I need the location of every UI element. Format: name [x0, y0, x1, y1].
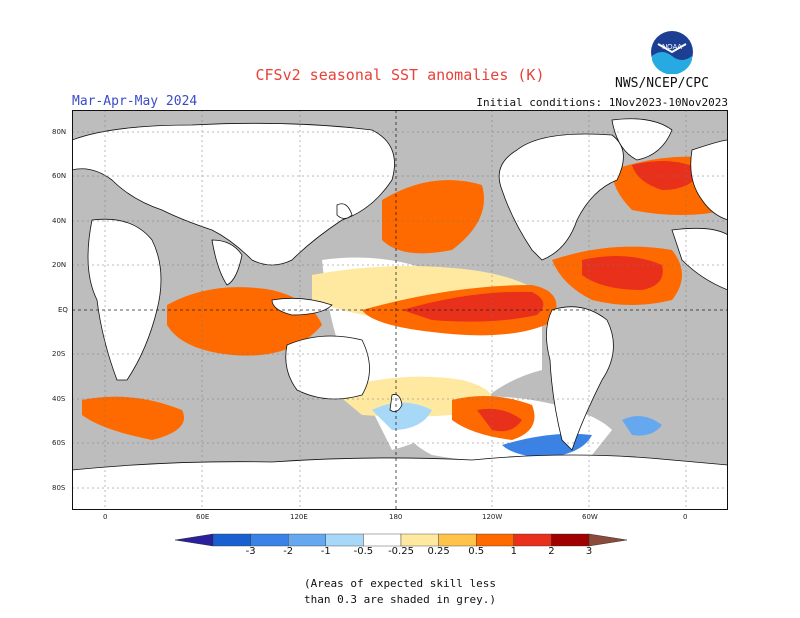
colorbar-label: 1: [510, 546, 517, 557]
colorbar-label: -2: [283, 546, 294, 557]
colorbar: [175, 533, 627, 547]
colorbar-label: -1: [320, 546, 331, 557]
anomaly-orange-north-pacific: [382, 180, 484, 254]
colorbar-label: 0.25: [427, 546, 450, 557]
colorbar-extend-high: [588, 533, 627, 547]
greenland: [611, 118, 673, 161]
skill-note-line1: (Areas of expected skill less: [303, 577, 497, 590]
colorbar-segment: [438, 533, 477, 547]
skill-note: (Areas of expected skill less than 0.3 a…: [0, 576, 800, 608]
colorbar-label: -0.5: [353, 546, 374, 557]
anomaly-lightblue-south: [372, 402, 432, 430]
colorbar-segment: [250, 533, 289, 547]
indonesia: [271, 297, 333, 316]
anomaly-red-south-pacific: [477, 408, 522, 432]
continents: [72, 118, 728, 510]
colorbar-label: -3: [245, 546, 256, 557]
lat-label: 20S: [52, 350, 66, 358]
lon-label: 120E: [290, 513, 308, 521]
sst-anomaly-map: [72, 110, 728, 510]
colorbar-segment: [212, 533, 251, 547]
india: [211, 239, 243, 286]
anomaly-blue-south-atlantic: [622, 416, 662, 436]
japan: [336, 203, 353, 219]
lat-label: 60N: [52, 172, 67, 180]
australia: [285, 335, 370, 400]
colorbar-label: 0.5: [468, 546, 485, 557]
logo-text: NOAA: [662, 44, 682, 51]
anomaly-red-enso: [402, 291, 544, 322]
skill-note-line2: than 0.3 are shaded in grey.): [303, 593, 497, 606]
anomaly-red-north-atlantic: [632, 161, 702, 190]
africa: [87, 218, 162, 381]
lon-label: 0: [683, 513, 688, 521]
anomaly-red-atlantic: [582, 256, 663, 290]
antarctica: [72, 454, 728, 510]
eurasia: [72, 122, 395, 266]
colorbar-segment: [513, 533, 552, 547]
lat-label: 60S: [52, 439, 66, 447]
colorbar-segment: [287, 533, 326, 547]
map-frame: [72, 110, 728, 510]
south-america: [546, 306, 614, 451]
lat-label: EQ: [58, 306, 68, 314]
season-label: Mar-Apr-May 2024: [72, 94, 198, 109]
colorbar-segment: [476, 533, 515, 547]
north-america: [498, 133, 624, 261]
initial-conditions: Initial conditions: 1Nov2023-10Nov2023: [476, 96, 728, 109]
lat-label: 80S: [52, 484, 66, 492]
lon-label: 120W: [482, 513, 503, 521]
colorbar-label: -0.25: [388, 546, 414, 557]
lon-label: 60E: [196, 513, 210, 521]
anomaly-orange-southern-indian: [82, 396, 184, 440]
colorbar-extend-low: [175, 533, 214, 547]
agency-label: NWS/NCEP/CPC: [615, 76, 709, 91]
colorbar-segment: [400, 533, 439, 547]
lat-label: 20N: [52, 261, 67, 269]
map-title: CFSv2 seasonal SST anomalies (K): [255, 66, 545, 84]
lat-label: 40S: [52, 395, 66, 403]
colorbar-label: 3: [585, 546, 593, 557]
colorbar-label: 2: [548, 546, 555, 557]
lat-label: 40N: [52, 217, 67, 225]
lat-label: 80N: [52, 128, 67, 136]
colorbar-segment: [363, 533, 402, 547]
africa-east-edge: [671, 227, 728, 291]
colorbar-segment: [325, 533, 364, 547]
lon-label: 60W: [582, 513, 598, 521]
europe-west: [690, 139, 728, 221]
lon-label: 180: [389, 513, 403, 521]
lon-label: 0: [103, 513, 108, 521]
colorbar-segment: [551, 533, 590, 547]
noaa-logo: NOAA: [651, 31, 693, 74]
